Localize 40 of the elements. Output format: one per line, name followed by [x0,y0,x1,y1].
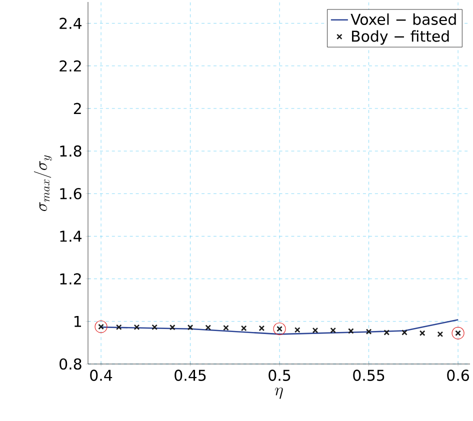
point [152,324,158,330]
point [116,324,122,330]
x-tick-label: 0.5 [268,370,290,381]
point [134,324,140,330]
x-tick-label: 0.6 [447,370,469,381]
point [187,324,194,330]
point [170,324,176,330]
point [258,325,265,332]
y-tick-label: 1 [74,316,81,327]
y-tick-label: 1.4 [60,230,82,242]
legend-label: Voxel − based [350,13,456,25]
point [240,325,247,332]
point [419,330,426,336]
y-tick-label: 1.8 [60,145,82,157]
point [294,327,300,333]
point [366,328,372,335]
point [452,326,464,340]
x-tick-label: 0.45 [174,370,206,381]
point [437,331,444,338]
point [384,330,390,336]
y-axis-title: $\sigma_{max}/\sigma_y$ [34,155,52,211]
point [402,330,408,336]
point [312,327,318,334]
y-tick-label: 1.2 [60,273,81,284]
x-tick-label: 0.55 [353,370,384,381]
y-tick-label: 2.4 [60,18,82,29]
point [205,324,212,330]
x-tick-label: 0.4 [90,370,112,381]
legend-label: Body − fitted [352,30,449,45]
y-tick-label: 1.6 [60,188,82,200]
x-axis-title: $\eta$ [275,388,283,399]
point [273,322,286,336]
y-tick-label: 0.8 [60,358,82,370]
point [94,320,108,334]
line-series [100,319,459,335]
y-tick-label: 2.2 [60,60,81,72]
point [348,328,354,334]
y-tick-label: 2 [74,102,81,114]
point [223,324,229,331]
point [330,327,336,334]
